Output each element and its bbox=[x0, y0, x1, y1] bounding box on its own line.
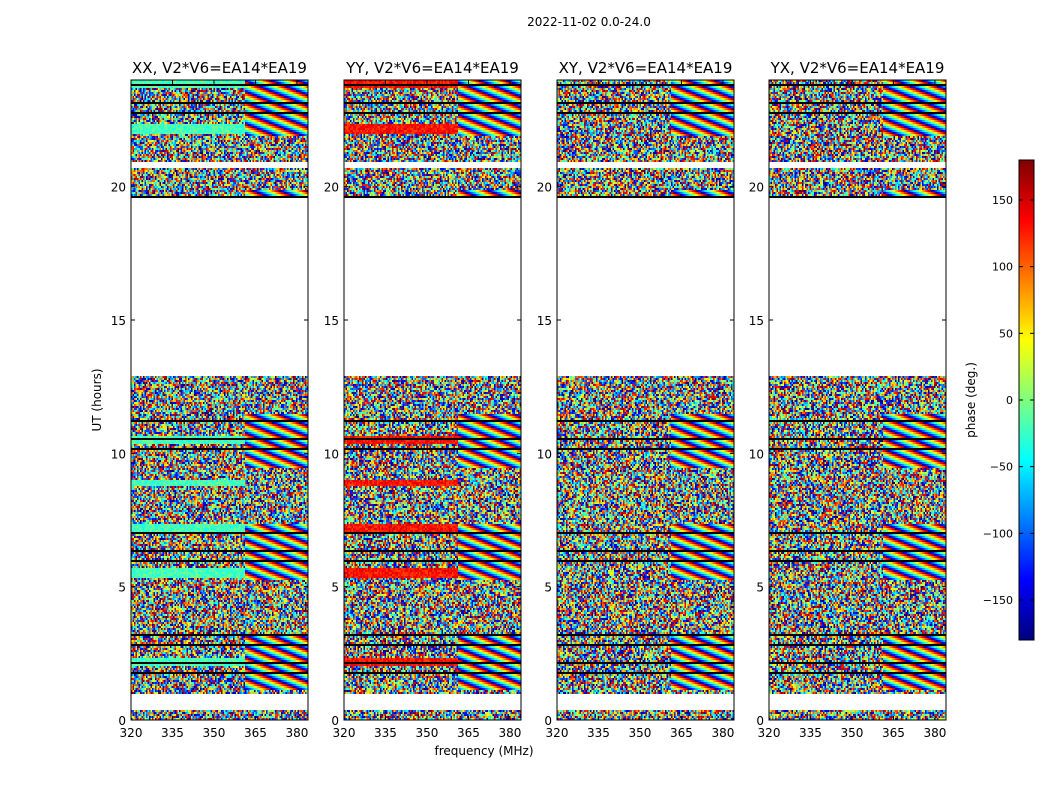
y-tick-label: 15 bbox=[111, 314, 126, 328]
x-tick-label: 320 bbox=[120, 726, 143, 740]
panel-frame bbox=[768, 79, 947, 721]
y-tick-label: 0 bbox=[544, 714, 552, 728]
colorbar-tick-label: −150 bbox=[983, 594, 1013, 607]
x-tick-label: 350 bbox=[841, 726, 864, 740]
y-axis-label: UT (hours) bbox=[90, 368, 104, 431]
panel-title: YY, V2*V6=EA14*EA19 bbox=[345, 59, 519, 77]
y-tick-label: 5 bbox=[331, 581, 339, 595]
x-tick-label: 365 bbox=[457, 726, 480, 740]
x-tick-label: 380 bbox=[498, 726, 521, 740]
panel-frame bbox=[556, 79, 735, 721]
panel-title: XY, V2*V6=EA14*EA19 bbox=[559, 59, 733, 77]
heatmap-image bbox=[131, 80, 308, 720]
x-tick-label: 320 bbox=[546, 726, 569, 740]
colorbar-tick-label: −100 bbox=[983, 527, 1013, 540]
y-tick-label: 10 bbox=[537, 447, 552, 461]
y-tick-label: 15 bbox=[537, 314, 552, 328]
y-tick-label: 20 bbox=[537, 181, 552, 195]
colorbar-tick-label: −50 bbox=[990, 461, 1013, 474]
colorbar-tick-label: 50 bbox=[999, 327, 1013, 340]
panel-3: XY, V2*V6=EA14*EA19 320 335 350 365 380 0 5 10 15… bbox=[537, 59, 735, 740]
y-tick-label: 5 bbox=[756, 581, 764, 595]
colorbar: 150 100 50 0 −50 −100 −150 phase (deg.) bbox=[964, 159, 1035, 641]
y-tick-label: 20 bbox=[749, 181, 764, 195]
x-axis-label: frequency (MHz) bbox=[434, 744, 533, 758]
y-tick-label: 0 bbox=[118, 714, 126, 728]
y-tick-label: 15 bbox=[749, 314, 764, 328]
x-tick-label: 335 bbox=[799, 726, 822, 740]
panel-title: XX, V2*V6=EA14*EA19 bbox=[132, 59, 307, 77]
colorbar-tick-label: 150 bbox=[992, 194, 1013, 207]
y-tick-label: 15 bbox=[324, 314, 339, 328]
x-tick-label: 365 bbox=[670, 726, 693, 740]
y-tick-label: 0 bbox=[331, 714, 339, 728]
y-tick-label: 0 bbox=[756, 714, 764, 728]
x-tick-label: 320 bbox=[758, 726, 781, 740]
x-tick-label: 380 bbox=[285, 726, 308, 740]
y-tick-label: 20 bbox=[111, 181, 126, 195]
colorbar-tick-label: 0 bbox=[1006, 394, 1013, 407]
colorbar-label: phase (deg.) bbox=[964, 362, 978, 438]
figure-title: 2022-11-02 0.0-24.0 bbox=[527, 15, 651, 29]
heatmap-image bbox=[557, 80, 734, 720]
y-tick-label: 10 bbox=[749, 447, 764, 461]
x-tick-label: 350 bbox=[203, 726, 226, 740]
panel-frame bbox=[343, 79, 522, 721]
x-tick-label: 365 bbox=[244, 726, 267, 740]
x-tick-label: 335 bbox=[374, 726, 397, 740]
panel-title: YX, V2*V6=EA14*EA19 bbox=[770, 59, 945, 77]
panels: XX, V2*V6=EA14*EA19 320 335 350 365 380 0 5 10 15… bbox=[111, 59, 947, 740]
heatmap-image bbox=[344, 80, 521, 720]
x-tick-label: 365 bbox=[882, 726, 905, 740]
x-tick-label: 380 bbox=[711, 726, 734, 740]
x-tick-label: 320 bbox=[333, 726, 356, 740]
y-tick-label: 5 bbox=[544, 581, 552, 595]
y-tick-label: 10 bbox=[324, 447, 339, 461]
y-tick-label: 20 bbox=[324, 181, 339, 195]
x-tick-label: 335 bbox=[587, 726, 610, 740]
x-tick-label: 350 bbox=[416, 726, 439, 740]
panel-4: YX, V2*V6=EA14*EA19 320 335 350 365 380 0 5 10 15… bbox=[749, 59, 947, 740]
x-tick-label: 335 bbox=[161, 726, 184, 740]
panel-2: YY, V2*V6=EA14*EA19 320 335 350 365 380 0 5 10 15… bbox=[324, 59, 522, 740]
y-tick-label: 10 bbox=[111, 447, 126, 461]
colorbar-ticks: 150 100 50 0 −50 −100 −150 bbox=[983, 194, 1034, 607]
panel-frame bbox=[130, 79, 309, 721]
x-tick-label: 350 bbox=[629, 726, 652, 740]
x-tick-label: 380 bbox=[923, 726, 946, 740]
heatmap-image bbox=[769, 80, 946, 720]
colorbar-tick-label: 100 bbox=[992, 261, 1013, 274]
y-tick-label: 5 bbox=[118, 581, 126, 595]
panel-1: XX, V2*V6=EA14*EA19 320 335 350 365 380 0 5 10 15… bbox=[111, 59, 309, 740]
